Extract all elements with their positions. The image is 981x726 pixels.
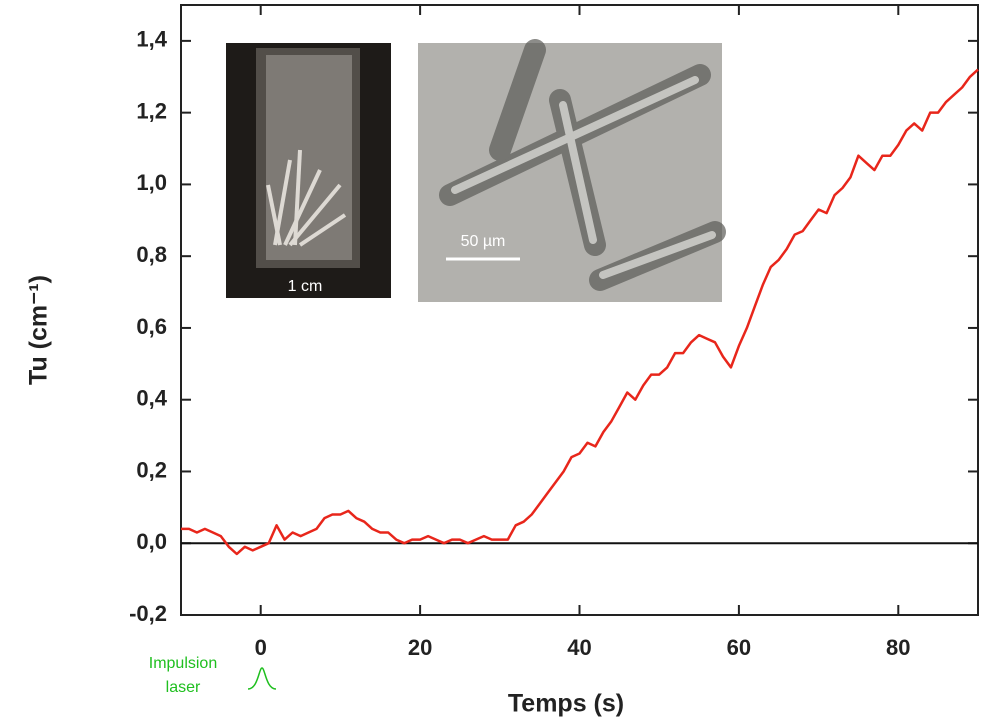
- inset-micrograph: 50 µm: [418, 39, 726, 302]
- pulse-icon: [247, 667, 277, 690]
- y-tick-label: -0,2: [129, 601, 167, 626]
- x-tick-label: 20: [408, 635, 432, 660]
- inset-label: 1 cm: [288, 278, 323, 295]
- y-tick-label: 1,2: [136, 98, 167, 123]
- annotation: Impulsion laser: [148, 655, 218, 696]
- data-line: [181, 68, 979, 556]
- y-tick-label: 0,6: [136, 314, 167, 339]
- inset-label: 50 µm: [461, 233, 506, 250]
- x-tick-label: 40: [567, 635, 591, 660]
- y-tick-label: 1,0: [136, 170, 167, 195]
- y-tick-label: 1,4: [136, 27, 167, 52]
- inset-cuvette: 1 cm: [226, 43, 391, 298]
- x-axis-title: Temps (s): [508, 690, 624, 718]
- y-tick-label: 0,2: [136, 457, 167, 482]
- x-tick-label: 80: [886, 635, 910, 660]
- y-tick-label: 0,4: [136, 386, 167, 411]
- y-axis-title: Tu (cm⁻¹): [25, 275, 53, 385]
- y-tick-label: 0,0: [136, 529, 167, 554]
- y-tick-label: 0,8: [136, 242, 167, 267]
- x-tick-label: 60: [727, 635, 751, 660]
- x-tick-label: 0: [255, 635, 267, 660]
